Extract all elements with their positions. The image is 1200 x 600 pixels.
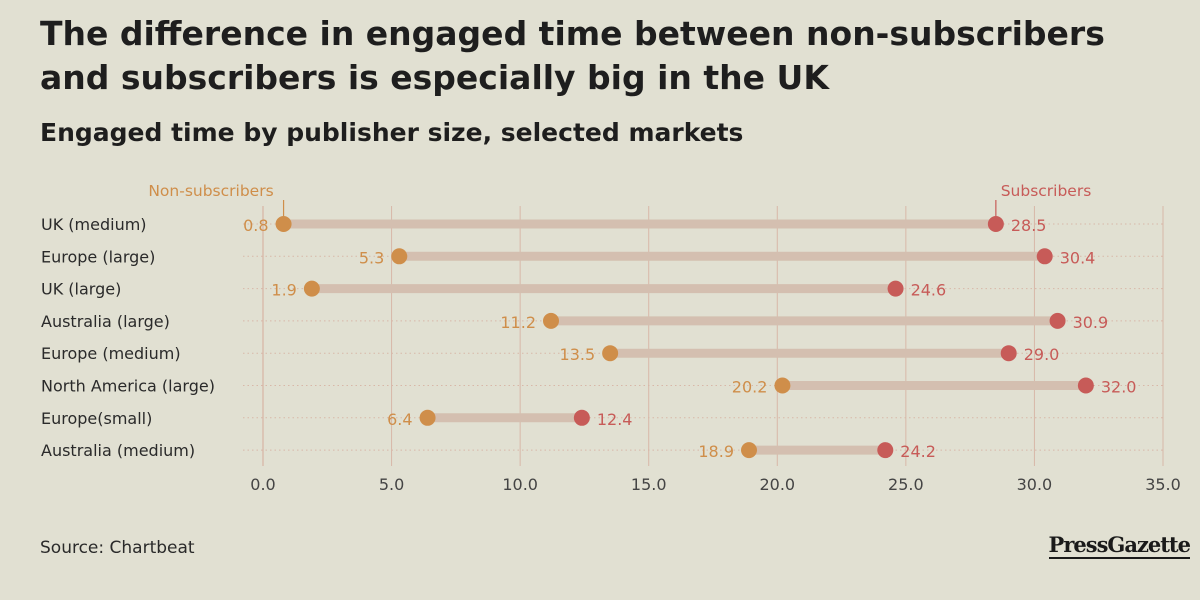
chart-title: The difference in engaged time between n… — [40, 14, 1105, 97]
subscriber-dot — [1036, 248, 1053, 265]
x-tick-label: 35.0 — [1145, 475, 1181, 494]
non-subscriber-value-label: 13.5 — [560, 345, 596, 364]
subscriber-dot — [987, 216, 1004, 232]
chart-subtitle: Engaged time by publisher size, selected… — [40, 118, 744, 147]
subscriber-dot — [1000, 345, 1017, 362]
non-subscriber-dot — [391, 248, 408, 265]
category-label: Australia (medium) — [41, 441, 195, 460]
non-subscriber-value-label: 6.4 — [387, 410, 412, 429]
subscriber-dot — [1049, 312, 1066, 329]
subscriber-value-label: 28.5 — [1011, 216, 1047, 235]
x-tick-label: 20.0 — [759, 475, 795, 494]
category-label: Europe (medium) — [41, 344, 181, 363]
non-subscriber-value-label: 18.9 — [698, 442, 734, 461]
subscriber-value-label: 32.0 — [1101, 378, 1137, 397]
x-tick-label: 15.0 — [631, 475, 667, 494]
subscriber-value-label: 30.9 — [1073, 313, 1109, 332]
category-label: Europe(small) — [41, 409, 152, 428]
subscriber-value-label: 24.2 — [900, 442, 936, 461]
x-tick-label: 0.0 — [250, 475, 275, 494]
x-tick-label: 5.0 — [379, 475, 404, 494]
subscriber-dot — [887, 280, 904, 297]
legend-subscribers: Subscribers — [1001, 182, 1092, 200]
subscriber-dot — [877, 442, 894, 459]
non-subscriber-dot — [602, 345, 619, 362]
category-label: UK (large) — [41, 280, 121, 299]
subscriber-value-label: 29.0 — [1024, 345, 1060, 364]
subscriber-value-label: 12.4 — [597, 410, 633, 429]
non-subscriber-value-label: 20.2 — [732, 378, 768, 397]
category-label: UK (medium) — [41, 215, 147, 234]
non-subscriber-value-label: 11.2 — [500, 313, 536, 332]
legend-non-subscribers: Non-subscribers — [148, 182, 273, 200]
x-tick-label: 30.0 — [1017, 475, 1053, 494]
subscriber-dot — [1077, 377, 1094, 394]
subscriber-dot — [573, 409, 590, 426]
non-subscriber-value-label: 5.3 — [359, 248, 384, 267]
x-tick-label: 10.0 — [502, 475, 538, 494]
source-note: Source: Chartbeat — [40, 538, 195, 558]
x-tick-label: 25.0 — [888, 475, 924, 494]
non-subscriber-dot — [774, 377, 791, 394]
non-subscriber-dot — [275, 216, 292, 232]
subscriber-value-label: 24.6 — [911, 281, 947, 300]
non-subscriber-dot — [741, 442, 757, 459]
category-label: Australia (large) — [41, 312, 170, 331]
non-subscriber-dot — [419, 409, 436, 426]
non-subscriber-dot — [303, 280, 320, 297]
non-subscriber-value-label: 0.8 — [243, 216, 268, 235]
category-label: Europe (large) — [41, 247, 155, 266]
non-subscriber-dot — [543, 312, 559, 329]
publisher-logo: PressGazette — [1048, 532, 1191, 559]
category-label: North America (large) — [41, 377, 215, 396]
non-subscriber-value-label: 1.9 — [271, 281, 296, 300]
subscriber-value-label: 30.4 — [1060, 248, 1096, 267]
